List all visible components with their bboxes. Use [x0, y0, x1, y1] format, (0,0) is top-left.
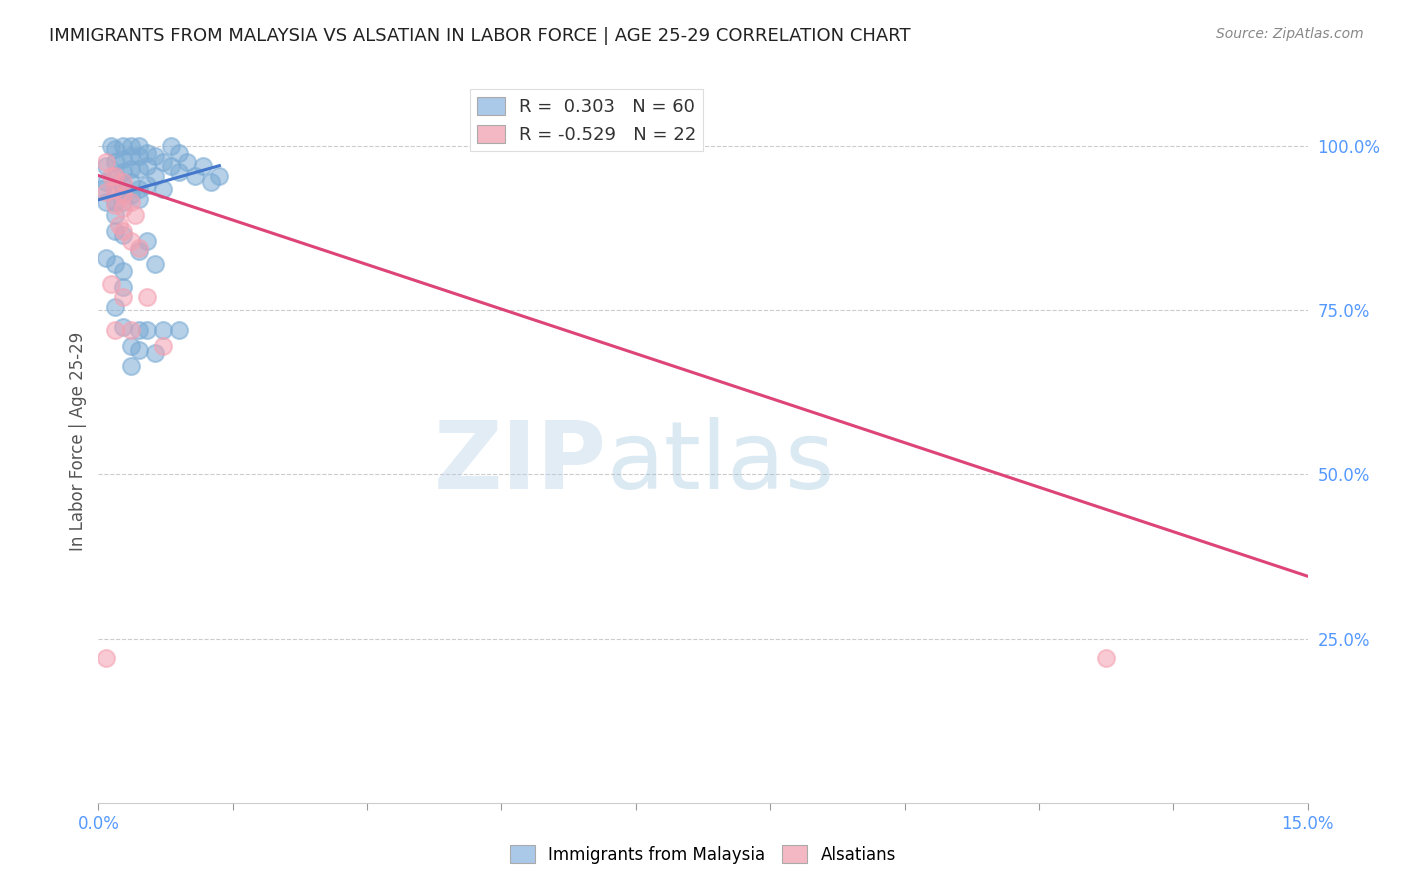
Point	[128, 323, 150, 337]
Point	[111, 185, 134, 199]
Text: Source: ZipAtlas.com: Source: ZipAtlas.com	[1216, 27, 1364, 41]
Point	[128, 241, 150, 255]
Point	[111, 194, 134, 209]
Point	[111, 175, 134, 189]
Point	[96, 251, 118, 265]
Point	[103, 142, 125, 156]
Point	[103, 257, 125, 271]
Point	[120, 161, 142, 176]
Text: IMMIGRANTS FROM MALAYSIA VS ALSATIAN IN LABOR FORCE | AGE 25-29 CORRELATION CHAR: IMMIGRANTS FROM MALAYSIA VS ALSATIAN IN …	[49, 27, 911, 45]
Point	[200, 175, 222, 189]
Point	[1095, 651, 1118, 665]
Point	[143, 257, 166, 271]
Point	[135, 159, 157, 173]
Point	[120, 194, 142, 209]
Text: ZIP: ZIP	[433, 417, 606, 509]
Point	[111, 188, 134, 202]
Point	[120, 175, 142, 189]
Point	[128, 192, 150, 206]
Point	[152, 182, 174, 196]
Point	[128, 149, 150, 163]
Point	[143, 346, 166, 360]
Point	[167, 145, 190, 160]
Point	[103, 300, 125, 314]
Point	[100, 277, 122, 291]
Point	[120, 234, 142, 248]
Point	[143, 169, 166, 183]
Point	[120, 359, 142, 373]
Point	[160, 139, 183, 153]
Point	[135, 290, 157, 304]
Point	[152, 339, 174, 353]
Point	[111, 224, 134, 238]
Point	[128, 161, 150, 176]
Point	[128, 244, 150, 258]
Point	[135, 145, 157, 160]
Point	[135, 178, 157, 193]
Text: atlas: atlas	[606, 417, 835, 509]
Point	[100, 169, 122, 183]
Point	[167, 165, 190, 179]
Point	[120, 188, 142, 202]
Point	[111, 202, 134, 216]
Point	[96, 185, 118, 199]
Point	[103, 323, 125, 337]
Point	[100, 139, 122, 153]
Point	[96, 155, 118, 169]
Point	[91, 182, 114, 196]
Point	[96, 159, 118, 173]
Point	[135, 323, 157, 337]
Point	[103, 182, 125, 196]
Point	[152, 155, 174, 169]
Point	[103, 182, 125, 196]
Point	[120, 339, 142, 353]
Point	[111, 178, 134, 193]
Point	[184, 169, 207, 183]
Point	[120, 323, 142, 337]
Point	[103, 208, 125, 222]
Point	[111, 227, 134, 242]
Point	[152, 323, 174, 337]
Point	[103, 198, 125, 212]
Point	[111, 319, 134, 334]
Point	[120, 149, 142, 163]
Point	[107, 218, 129, 232]
Point	[128, 139, 150, 153]
Point	[111, 290, 134, 304]
Point	[96, 651, 118, 665]
Point	[128, 343, 150, 357]
Point	[111, 280, 134, 294]
Point	[111, 139, 134, 153]
Point	[193, 159, 215, 173]
Legend: R =  0.303   N = 60, R = -0.529   N = 22: R = 0.303 N = 60, R = -0.529 N = 22	[470, 89, 703, 152]
Point	[111, 152, 134, 166]
Point	[176, 155, 198, 169]
Legend: Immigrants from Malaysia, Alsatians: Immigrants from Malaysia, Alsatians	[503, 838, 903, 871]
Point	[124, 208, 146, 222]
Point	[96, 175, 118, 189]
Point	[160, 159, 183, 173]
Point	[111, 264, 134, 278]
Point	[103, 169, 125, 183]
Point	[103, 169, 125, 183]
Point	[96, 194, 118, 209]
Point	[208, 169, 231, 183]
Point	[111, 165, 134, 179]
Point	[103, 224, 125, 238]
Point	[103, 194, 125, 209]
Point	[120, 139, 142, 153]
Point	[135, 234, 157, 248]
Point	[103, 155, 125, 169]
Point	[128, 182, 150, 196]
Point	[143, 149, 166, 163]
Y-axis label: In Labor Force | Age 25-29: In Labor Force | Age 25-29	[69, 332, 87, 551]
Point	[167, 323, 190, 337]
